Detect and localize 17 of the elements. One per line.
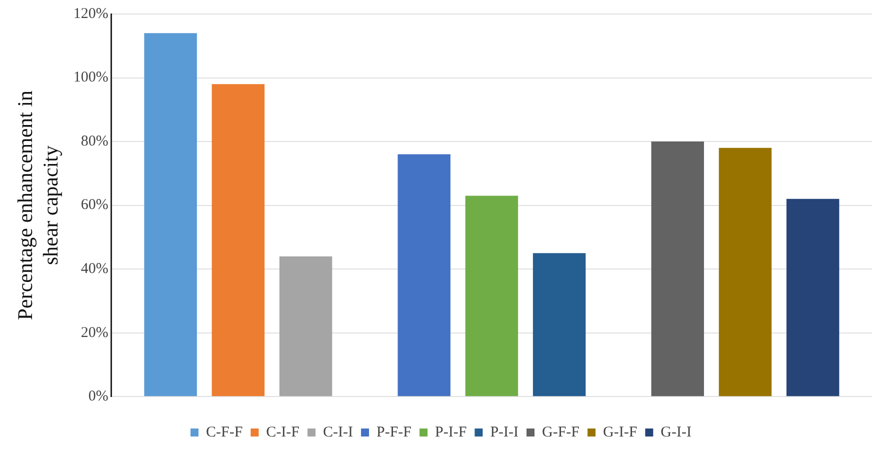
y-tick-label: 40% <box>80 261 108 278</box>
y-axis-title: Percentage enhancement in shear capacity <box>13 90 62 320</box>
y-tick-label: 80% <box>80 133 108 150</box>
legend-label: C-I-I <box>323 424 354 440</box>
y-tick-label: 100% <box>73 70 108 86</box>
legend-label: C-I-F <box>266 424 300 440</box>
y-tick-label: 120% <box>73 6 108 22</box>
y-tick-label: 20% <box>80 324 108 341</box>
legend-label: C-F-F <box>206 424 243 440</box>
legend-label: P-I-I <box>490 424 519 440</box>
legend-label: P-F-F <box>376 424 412 440</box>
legend-label: G-I-F <box>603 424 638 440</box>
legend-label: G-I-I <box>660 424 692 440</box>
y-tick-label: 0% <box>88 388 108 405</box>
legend-label: G-F-F <box>542 424 580 440</box>
y-tick-label: 60% <box>80 197 108 214</box>
legend-label: P-I-F <box>435 424 467 440</box>
